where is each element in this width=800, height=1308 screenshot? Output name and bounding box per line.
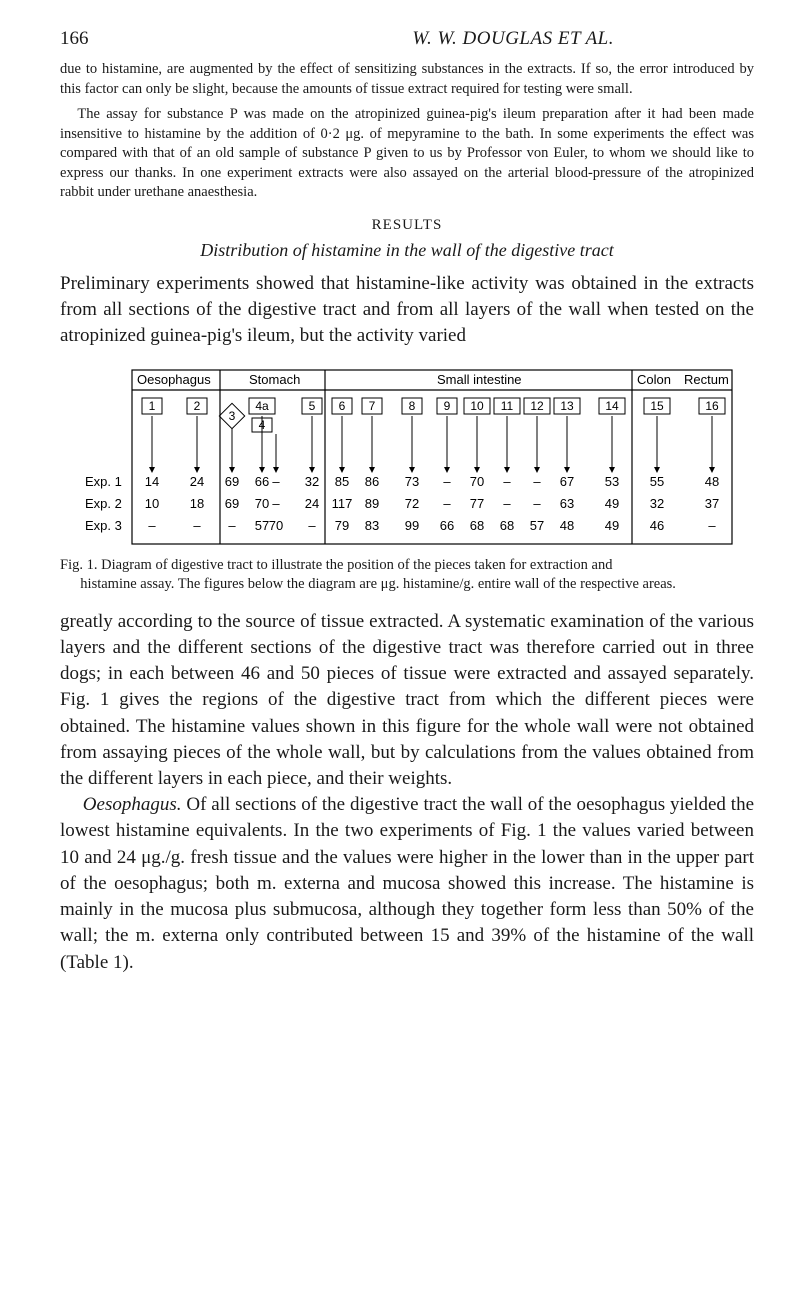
svg-text:57: 57 (255, 518, 269, 533)
svg-text:–: – (228, 518, 236, 533)
svg-text:63: 63 (560, 496, 574, 511)
svg-text:1: 1 (149, 399, 156, 413)
svg-text:18: 18 (190, 496, 204, 511)
svg-text:–: – (272, 474, 280, 489)
svg-text:7: 7 (369, 399, 376, 413)
hdr-oesophagus: Oesophagus (137, 372, 211, 387)
svg-text:13: 13 (560, 399, 574, 413)
hdr-small-intestine: Small intestine (437, 372, 522, 387)
svg-text:24: 24 (305, 496, 319, 511)
svg-text:68: 68 (470, 518, 484, 533)
svg-text:70: 70 (255, 496, 269, 511)
svg-text:2: 2 (194, 399, 201, 413)
exp3-label: Exp. 3 (85, 518, 122, 533)
svg-text:12: 12 (530, 399, 544, 413)
svg-text:70: 70 (269, 518, 283, 533)
intro-para-1: due to histamine, are augmented by the e… (60, 60, 754, 99)
svg-text:3: 3 (229, 409, 236, 423)
hdr-stomach: Stomach (249, 372, 300, 387)
svg-text:24: 24 (190, 474, 204, 489)
svg-text:68: 68 (500, 518, 514, 533)
figure-1-diagram: Oesophagus Stomach Small intestine Colon… (60, 368, 754, 546)
svg-text:117: 117 (332, 496, 353, 511)
body-para-2-text: Of all sections of the digestive tract t… (60, 794, 754, 972)
svg-text:–: – (272, 496, 280, 511)
hdr-rectum: Rectum (684, 372, 729, 387)
svg-text:–: – (708, 518, 716, 533)
svg-text:6: 6 (339, 399, 346, 413)
svg-text:10: 10 (470, 399, 484, 413)
svg-text:86: 86 (365, 474, 379, 489)
fig-caption-lead: Fig. 1. Diagram of digestive tract to il… (60, 557, 612, 573)
svg-text:55: 55 (650, 474, 664, 489)
svg-text:66: 66 (440, 518, 454, 533)
svg-text:69: 69 (225, 496, 239, 511)
svg-text:–: – (193, 518, 201, 533)
svg-text:–: – (308, 518, 316, 533)
svg-text:–: – (503, 496, 511, 511)
svg-text:99: 99 (405, 518, 419, 533)
svg-text:14: 14 (145, 474, 159, 489)
svg-text:70: 70 (470, 474, 484, 489)
svg-text:67: 67 (560, 474, 574, 489)
svg-text:77: 77 (470, 496, 484, 511)
svg-text:57: 57 (530, 518, 544, 533)
body-para-2: Oesophagus. Of all sections of the diges… (60, 792, 754, 976)
svg-text:14: 14 (605, 399, 619, 413)
svg-text:–: – (443, 496, 451, 511)
svg-text:46: 46 (650, 518, 664, 533)
svg-text:10: 10 (145, 496, 159, 511)
distribution-heading: Distribution of histamine in the wall of… (60, 240, 754, 261)
svg-text:5: 5 (309, 399, 316, 413)
svg-text:79: 79 (335, 518, 349, 533)
svg-text:–: – (533, 474, 541, 489)
page-number: 166 (60, 28, 89, 50)
svg-text:85: 85 (335, 474, 349, 489)
prelim-para: Preliminary experiments showed that hist… (60, 271, 754, 350)
exp2-label: Exp. 2 (85, 496, 122, 511)
hdr-colon: Colon (637, 372, 671, 387)
page-header: 166 W. W. DOUGLAS ET AL. (60, 28, 754, 50)
body-para-1: greatly according to the source of tissu… (60, 609, 754, 793)
svg-text:15: 15 (650, 399, 664, 413)
svg-text:–: – (503, 474, 511, 489)
svg-text:11: 11 (501, 399, 514, 413)
figure-1-caption: Fig. 1. Diagram of digestive tract to il… (60, 556, 754, 595)
svg-text:37: 37 (705, 496, 719, 511)
oesophagus-run-in: Oesophagus. (83, 794, 182, 815)
svg-text:49: 49 (605, 496, 619, 511)
svg-text:72: 72 (405, 496, 419, 511)
svg-text:16: 16 (705, 399, 719, 413)
svg-text:9: 9 (444, 399, 451, 413)
exp1-label: Exp. 1 (85, 474, 122, 489)
svg-text:66: 66 (255, 474, 269, 489)
svg-text:32: 32 (650, 496, 664, 511)
svg-text:48: 48 (705, 474, 719, 489)
svg-text:–: – (533, 496, 541, 511)
intro-para-2: The assay for substance P was made on th… (60, 105, 754, 203)
svg-text:32: 32 (305, 474, 319, 489)
svg-text:53: 53 (605, 474, 619, 489)
svg-text:73: 73 (405, 474, 419, 489)
svg-text:4a: 4a (255, 399, 269, 413)
svg-text:–: – (443, 474, 451, 489)
svg-text:48: 48 (560, 518, 574, 533)
author-line: W. W. DOUGLAS ET AL. (412, 28, 614, 50)
svg-text:83: 83 (365, 518, 379, 533)
svg-text:69: 69 (225, 474, 239, 489)
fig-caption-cont: histamine assay. The figures below the d… (60, 575, 754, 595)
results-heading: RESULTS (60, 217, 754, 234)
svg-text:–: – (148, 518, 156, 533)
svg-text:8: 8 (409, 399, 416, 413)
svg-text:89: 89 (365, 496, 379, 511)
svg-text:49: 49 (605, 518, 619, 533)
